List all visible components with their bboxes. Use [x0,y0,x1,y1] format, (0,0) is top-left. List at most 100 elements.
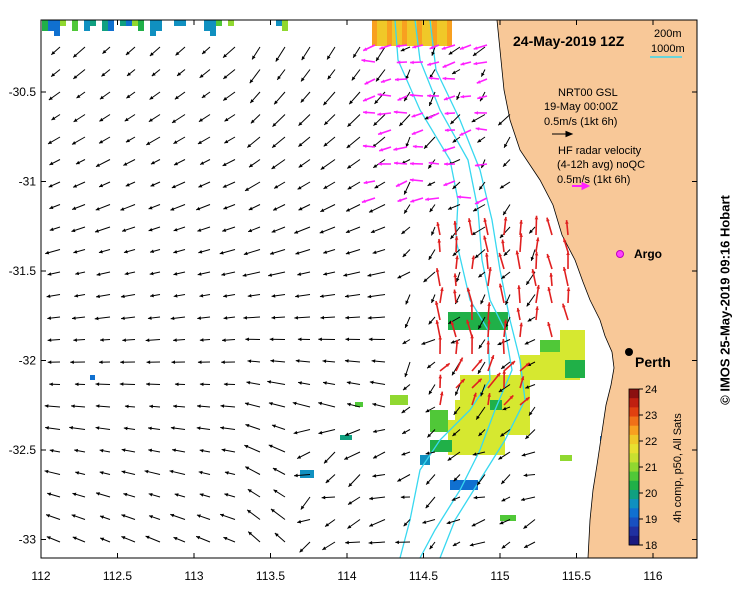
model-current-arrow [322,381,336,385]
y-axis-labels: -30.5 -31 -31.5 -32 -32.5 -33 [9,85,37,547]
sst-pixel [448,312,508,330]
radar-arrow-old [363,110,376,115]
radar-arrow [486,340,491,355]
model-current-arrow [272,204,286,211]
radar-arrow [503,319,508,338]
model-current-arrow [297,519,311,524]
model-current-arrow [271,226,286,233]
model-current-arrow [99,471,111,475]
radar-arrow [438,374,443,389]
sst-pixel [102,20,108,31]
model-current-arrow [422,519,436,524]
radar-arrow [546,217,553,236]
model-current-arrow [320,204,336,213]
radar-arrow [471,378,483,389]
model-current-arrow [447,451,461,461]
model-current-arrow [375,69,386,82]
radar-arrow [516,307,521,321]
model-current-arrow [268,444,286,453]
radar-arrow [517,285,521,304]
colorbar-cell [629,407,639,418]
model-current-arrow [98,360,111,364]
radar-arrow [502,370,506,389]
colorbar-cell [629,444,639,454]
model-current-arrow [45,249,61,255]
model-current-arrow [323,249,336,254]
model-current-arrow [273,181,286,189]
radar-arrow-old [361,58,376,63]
model-current-arrow [196,404,211,409]
model-current-arrow [322,541,336,551]
radar-arrow [467,218,473,236]
model-current-arrow [423,136,436,149]
model-current-arrow [478,339,486,349]
model-current-arrow [273,489,286,498]
model-current-arrow [246,380,261,385]
radar-arrow [453,220,457,236]
radar-arrow [454,236,459,253]
model-current-arrow [45,426,61,430]
model-current-arrow [345,204,361,212]
model-legend-scale: 0.5m/s (1kt 6h) [544,116,617,128]
model-current-arrow [525,384,536,389]
sst-pixel [228,20,234,26]
model-current-arrow [99,537,111,543]
model-current-arrow [125,181,136,187]
model-current-arrow [345,249,361,255]
colorbar-tick-label: 19 [645,514,657,526]
model-current-arrow [201,91,211,99]
model-current-arrow [323,181,336,190]
model-current-arrow [294,226,311,234]
model-current-arrow [271,136,286,149]
model-current-arrow [148,226,161,232]
x-tick-label: 114 [337,569,356,583]
model-current-arrow [125,46,136,56]
model-current-arrow [403,204,411,214]
model-current-arrow [144,469,161,475]
model-current-arrow [72,181,86,188]
model-current-arrow [199,69,211,79]
model-current-arrow [374,91,386,105]
model-current-arrow [246,136,261,148]
radar-arrow-old [409,93,424,98]
model-current-arrow [401,451,411,456]
model-current-arrow [124,114,136,122]
model-current-arrow [49,159,61,166]
model-current-arrow [50,46,61,56]
model-current-arrow [94,316,111,321]
model-current-arrow [69,426,86,430]
model-current-arrow [347,114,361,127]
model-current-arrow [400,46,411,52]
colorbar-cell [629,416,639,427]
model-current-arrow [324,519,336,527]
model-current-arrow [472,451,486,456]
model-current-arrow [319,294,336,298]
model-current-arrow [503,249,511,257]
radar-arrow-old [443,95,456,101]
model-current-arrow [99,448,111,453]
model-current-arrow [148,114,161,123]
model-current-arrow [75,271,86,276]
model-current-arrow [149,293,161,298]
model-current-arrow [95,159,111,168]
model-current-arrow [95,492,111,498]
sst-pixel [432,20,437,46]
model-current-arrow [320,159,336,170]
model-current-arrow [269,249,286,255]
model-current-arrow [169,469,186,475]
radar-arrow-old [394,77,408,82]
model-current-arrow [523,541,536,549]
model-current-arrow [173,249,186,254]
sst-pixel [402,20,407,46]
radar-arrow-old [460,61,472,66]
radar-arrow [534,215,539,236]
model-current-arrow [502,159,511,168]
model-current-arrow [98,181,111,188]
model-current-arrow [223,294,236,298]
sst-pixel [60,20,66,26]
sst-pixel [448,420,493,455]
model-current-arrow [469,541,486,547]
model-current-arrow [248,159,261,168]
sst-pixel [392,20,397,46]
model-current-arrow [148,204,161,210]
